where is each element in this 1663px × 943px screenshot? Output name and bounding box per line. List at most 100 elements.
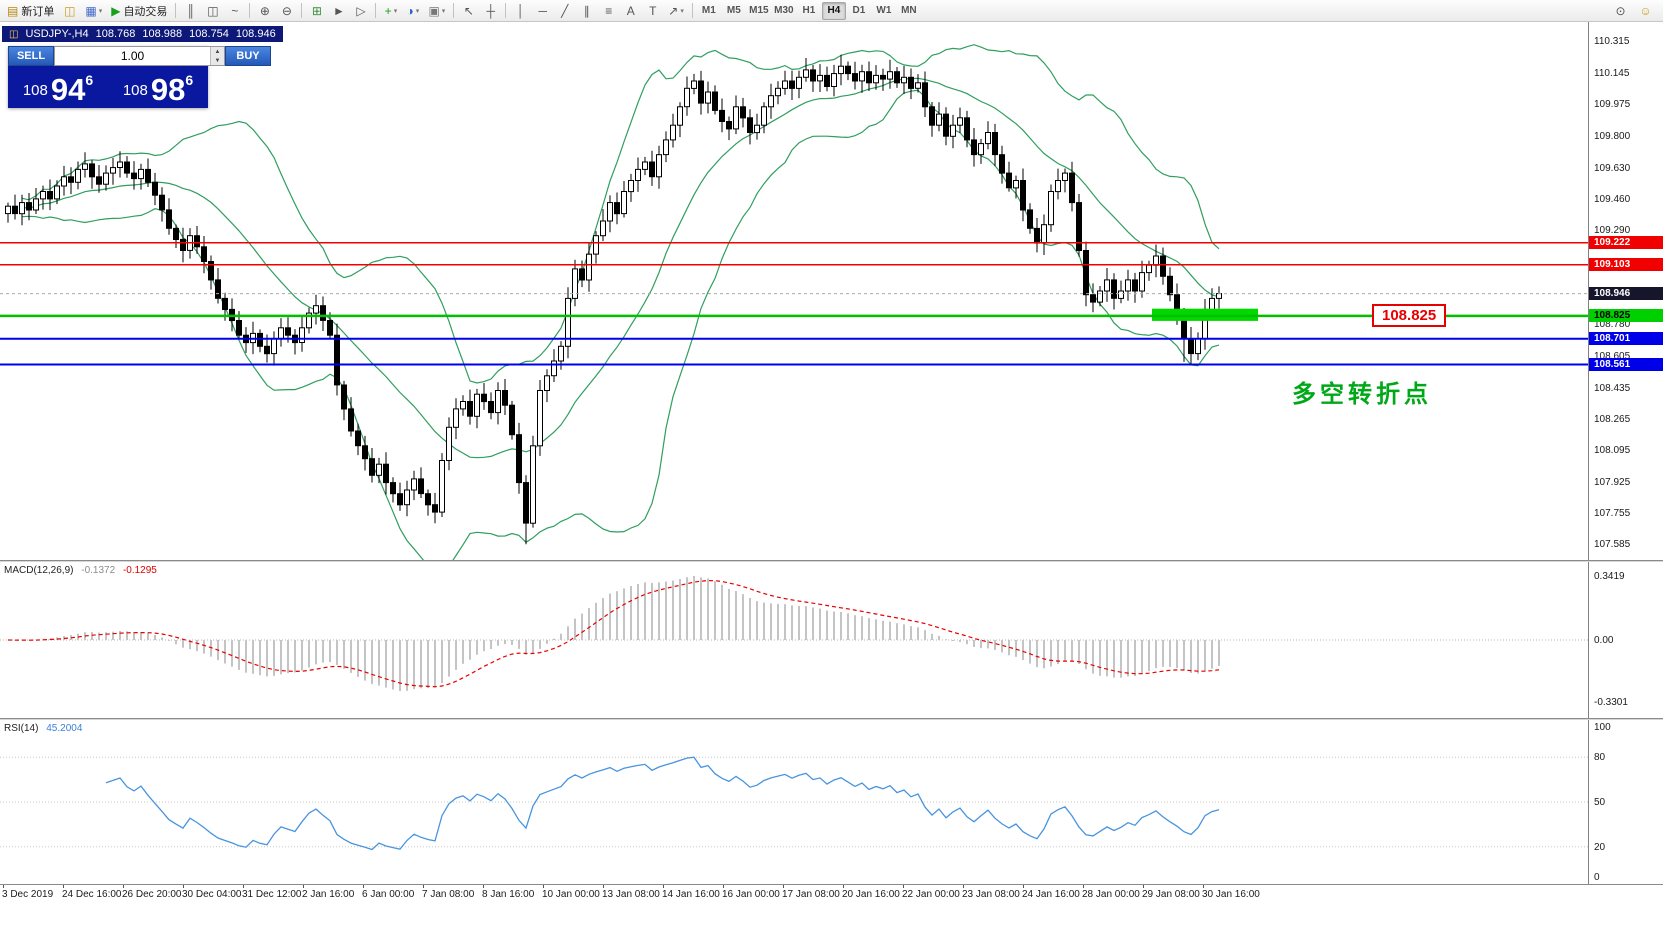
- chart-line-icon: ~: [231, 3, 239, 18]
- buy-price-prefix: 108: [122, 82, 148, 99]
- sell-price-prefix: 108: [22, 82, 48, 99]
- rsi-name: RSI(14): [4, 723, 39, 734]
- time-axis-tick: [183, 885, 184, 888]
- vertical-line-button[interactable]: │: [510, 1, 531, 20]
- shapes-button[interactable]: ↗ ▾: [664, 1, 688, 20]
- chart-bars-button[interactable]: ║: [180, 1, 201, 20]
- volume-up-button[interactable]: ▲: [211, 47, 224, 56]
- zoom-out-button[interactable]: ⊖: [276, 1, 297, 20]
- price-axis[interactable]: 110.315 110.145 109.975 109.800 109.630 109.4…: [1588, 22, 1663, 884]
- new-order-button[interactable]: ▤ 新订单: [3, 1, 58, 20]
- buy-price[interactable]: 108 98 6: [108, 66, 208, 108]
- trendline-button[interactable]: ╱: [554, 1, 575, 20]
- crosshair-button[interactable]: ┼: [480, 1, 501, 20]
- toolbar-separator: [175, 3, 177, 18]
- price-axis-badge: 108.825: [1589, 309, 1663, 322]
- channel-button[interactable]: ∥: [576, 1, 597, 20]
- time-axis-label: 28 Jan 00:00: [1082, 889, 1140, 900]
- timeframe-h1-button[interactable]: H1: [802, 5, 816, 16]
- timeframe-w1-button[interactable]: W1: [876, 5, 892, 16]
- new-chart-button[interactable]: ◫: [59, 1, 80, 20]
- buy-button[interactable]: BUY: [225, 46, 271, 66]
- time-axis-tick: [603, 885, 604, 888]
- time-axis-tick: [243, 885, 244, 888]
- text-label-button[interactable]: T: [642, 1, 663, 20]
- volume-input[interactable]: [55, 47, 210, 65]
- price-axis-label: 108.265: [1594, 414, 1631, 425]
- one-click-trading-panel: SELL ▲ ▼ BUY 108 94 6 108 98 6: [8, 46, 271, 108]
- timeframe-d1-button[interactable]: D1: [852, 5, 866, 16]
- timeframe-m1-button[interactable]: M1: [701, 5, 716, 16]
- toolbar-separator: [453, 3, 455, 18]
- timeframe-h4-button[interactable]: H4: [821, 1, 846, 20]
- new-order-button-label: 新订单: [21, 5, 55, 18]
- fibonacci-icon: ≡: [605, 3, 613, 18]
- time-axis-tick: [303, 885, 304, 888]
- time-axis-label: 8 Jan 16:00: [482, 889, 535, 900]
- volume-down-button[interactable]: ▼: [211, 56, 224, 65]
- time-axis-label: 23 Jan 08:00: [962, 889, 1020, 900]
- templates-button[interactable]: ▣ ▾: [424, 1, 449, 20]
- time-axis-label: 31 Dec 12:00: [242, 889, 302, 900]
- zoom-in-button[interactable]: ⊕: [254, 1, 275, 20]
- time-axis-label: 2 Jan 16:00: [302, 889, 355, 900]
- price-callout-label: 108.825: [1372, 304, 1447, 327]
- timeframe-m15-button[interactable]: M15: [749, 5, 769, 16]
- timeframe-m30-button[interactable]: M30: [774, 5, 794, 16]
- periods-button[interactable]: ◑ ▾: [402, 1, 423, 20]
- rsi-panel-canvas[interactable]: [0, 720, 1588, 884]
- macd-panel-canvas[interactable]: [0, 562, 1588, 718]
- horizontal-line-button[interactable]: ─: [532, 1, 553, 20]
- cursor-button[interactable]: ↖: [458, 1, 479, 20]
- time-axis-label: 29 Jan 08:00: [1142, 889, 1200, 900]
- open-value: 108.768: [95, 28, 136, 40]
- community-icon: ☺: [1639, 3, 1652, 18]
- indicators-button[interactable]: + ▾: [380, 1, 401, 20]
- time-axis-tick: [543, 885, 544, 888]
- chart-shift-button[interactable]: ▷: [350, 1, 371, 20]
- timeframe-mn-button[interactable]: MN: [901, 5, 917, 16]
- buy-price-big: 98: [150, 71, 186, 107]
- price-axis-label: 109.290: [1594, 225, 1631, 236]
- rsi-axis-label: 0: [1594, 872, 1600, 883]
- price-axis-badge: 109.222: [1589, 236, 1663, 249]
- auto-trading-button-label: 自动交易: [123, 5, 168, 18]
- rsi-axis-label: 50: [1594, 797, 1606, 808]
- time-axis-tick: [483, 885, 484, 888]
- time-axis-label: 14 Jan 16:00: [662, 889, 720, 900]
- text-button[interactable]: A: [620, 1, 641, 20]
- zoom-out-icon: ⊖: [281, 3, 292, 18]
- auto-scroll-button[interactable]: ►: [328, 1, 349, 20]
- price-chart-canvas[interactable]: [0, 22, 1588, 560]
- macd-main-value: -0.1372: [81, 565, 116, 576]
- macd-axis-label: 0.3419: [1594, 571, 1625, 582]
- text-icon: A: [626, 3, 635, 18]
- price-axis-badge: 108.701: [1589, 332, 1663, 345]
- sell-price[interactable]: 108 94 6: [8, 66, 108, 108]
- sell-button[interactable]: SELL: [8, 46, 54, 66]
- buy-price-sup: 6: [185, 72, 194, 88]
- timeframe-m5-button[interactable]: M5: [726, 5, 741, 16]
- search-button[interactable]: ⊙: [1610, 1, 1631, 20]
- chart-bars-icon: ║: [186, 3, 196, 18]
- new-order-icon: ▤: [7, 3, 19, 18]
- chart-candles-button[interactable]: ◫: [202, 1, 223, 20]
- rsi-axis-label: 20: [1594, 842, 1606, 853]
- panel-splitter[interactable]: [0, 718, 1663, 720]
- profiles-button[interactable]: ▦ ▾: [81, 1, 106, 20]
- panel-splitter[interactable]: [0, 560, 1663, 562]
- time-axis-tick: [123, 885, 124, 888]
- time-axis[interactable]: 3 Dec 2019 24 Dec 16:00 26 Dec 20:00 30 Dec…: [0, 885, 1663, 915]
- candlestick-icon: ◫: [9, 28, 19, 40]
- price-axis-label: 109.630: [1594, 163, 1631, 174]
- price-axis-label: 109.975: [1594, 99, 1631, 110]
- time-axis-tick: [963, 885, 964, 888]
- tile-windows-button[interactable]: ⊞: [306, 1, 327, 20]
- fibonacci-button[interactable]: ≡: [598, 1, 619, 20]
- main-toolbar: ▤ 新订单 ◫ ▦ ▾ ▶ 自动交易 ║ ◫ ~ ⊕ ⊖ ⊞ ► ▷ + ▾ ◑ ▾ ▣ ▾ ↖ ┼ │ ─ ╱ ∥ ≡ A T ↗ ▾ M1 M…: [0, 0, 1663, 22]
- auto-trading-button[interactable]: ▶ 自动交易: [107, 1, 171, 20]
- chart-line-button[interactable]: ~: [224, 1, 245, 20]
- time-axis-label: 6 Jan 00:00: [362, 889, 415, 900]
- community-button[interactable]: ☺: [1635, 1, 1656, 20]
- time-axis-label: 22 Jan 00:00: [902, 889, 960, 900]
